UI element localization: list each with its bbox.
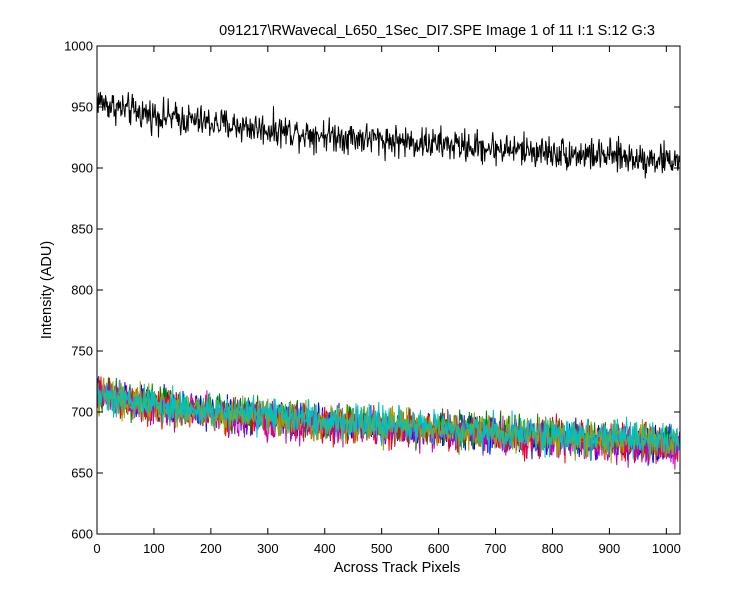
x-tick-label: 0 — [93, 541, 100, 556]
chart-title: 091217\RWavecal_L650_1Sec_DI7.SPE Image … — [219, 23, 655, 39]
series-layer — [96, 91, 680, 470]
x-tick-label: 500 — [371, 541, 393, 556]
x-tick-label: 800 — [542, 541, 564, 556]
x-tick-label: 200 — [200, 541, 222, 556]
y-axis-label: Intensity (ADU) — [39, 241, 55, 339]
x-tick-label: 900 — [599, 541, 621, 556]
y-axis-ticks: 600 650 700 750 800 850 900 950 1000 — [64, 39, 680, 542]
x-tick-label: 400 — [314, 541, 336, 556]
y-tick-label: 650 — [71, 466, 93, 481]
y-tick-label: 600 — [71, 527, 93, 542]
series-line-1 — [96, 91, 680, 179]
x-axis-ticks: 0 100 200 300 400 500 600 700 800 900 1000 — [93, 46, 681, 556]
y-tick-label: 750 — [71, 344, 93, 359]
y-tick-label: 1000 — [64, 39, 93, 54]
x-tick-label: 1000 — [652, 541, 681, 556]
x-tick-label: 300 — [257, 541, 279, 556]
y-tick-label: 950 — [71, 100, 93, 115]
y-tick-label: 850 — [71, 222, 93, 237]
x-tick-label: 600 — [428, 541, 450, 556]
x-tick-label: 100 — [143, 541, 165, 556]
y-tick-label: 800 — [71, 283, 93, 298]
x-tick-label: 700 — [485, 541, 507, 556]
series-line-7 — [96, 374, 680, 461]
x-axis-label: Across Track Pixels — [334, 560, 461, 576]
y-tick-label: 700 — [71, 405, 93, 420]
y-tick-label: 900 — [71, 161, 93, 176]
